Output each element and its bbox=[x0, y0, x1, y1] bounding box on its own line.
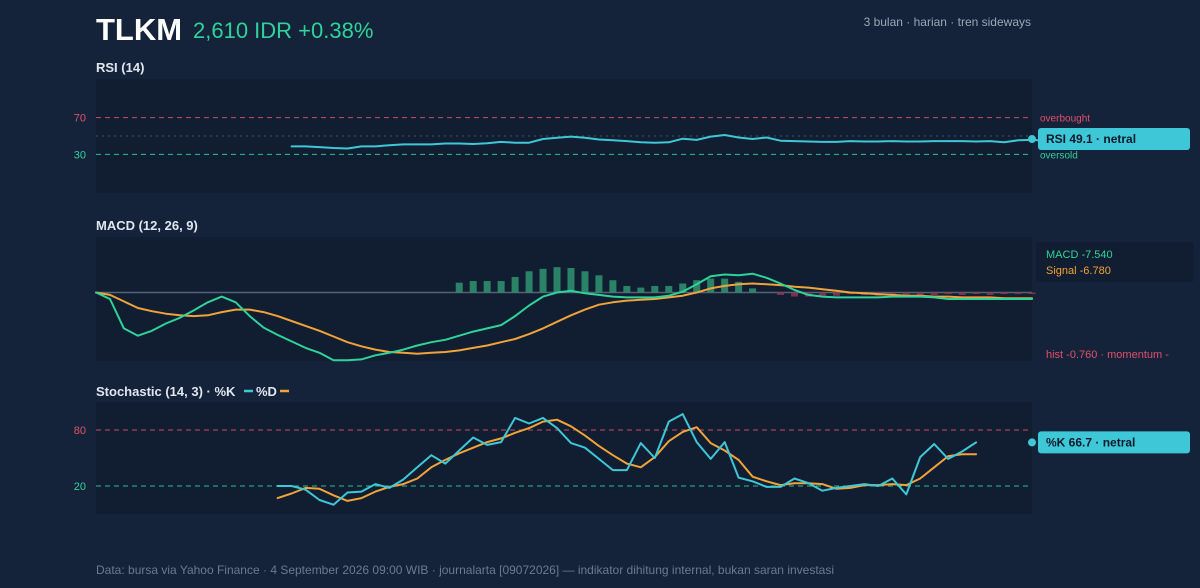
series-line-signal bbox=[95, 282, 1033, 355]
histogram-bar bbox=[665, 285, 673, 293]
histogram-bar bbox=[902, 292, 910, 295]
histogram-bar bbox=[483, 281, 491, 293]
histogram-bar bbox=[1028, 292, 1036, 295]
series-line-rsi bbox=[290, 134, 1075, 150]
y-tick-label: 20 bbox=[74, 481, 86, 493]
y-tick-label: 70 bbox=[74, 113, 86, 125]
hist-value-label: hist -0.760 · momentum - bbox=[1046, 349, 1169, 361]
histogram-bar bbox=[511, 276, 519, 293]
histogram-bar bbox=[623, 285, 631, 293]
histogram-bar bbox=[930, 292, 938, 295]
ticker-symbol: TLKM bbox=[96, 12, 182, 47]
reference-label: oversold bbox=[1040, 150, 1078, 161]
histogram-bar bbox=[777, 292, 785, 295]
histogram-bar bbox=[791, 292, 799, 297]
series-line-macd bbox=[95, 272, 1033, 362]
histogram-bar bbox=[679, 283, 687, 293]
price-change: 2,610 IDR +0.38% bbox=[193, 18, 373, 43]
histogram-bar bbox=[637, 287, 645, 293]
stochastic-title-text: Stochastic (14, 3) · %K bbox=[96, 384, 236, 399]
macd-panel bbox=[96, 237, 1032, 361]
value-badge-label: %K 66.7 · netral bbox=[1046, 435, 1135, 449]
histogram-bar bbox=[469, 281, 477, 293]
rsi-plot: overbought oversold 30 70 RSI 49.1 · netral bbox=[74, 113, 1190, 161]
macd-label-box bbox=[1036, 242, 1194, 282]
histogram-bar bbox=[1000, 292, 1008, 295]
stochastic-title: Stochastic (14, 3) · %K bbox=[96, 384, 236, 399]
histogram-bar bbox=[1014, 292, 1022, 295]
macd-value-label: MACD -7.540 bbox=[1046, 249, 1113, 261]
histogram-bar bbox=[958, 292, 966, 295]
histogram-bar bbox=[539, 268, 547, 293]
histogram-bar bbox=[455, 282, 463, 293]
histogram-bar bbox=[693, 280, 701, 293]
histogram-bar bbox=[525, 271, 533, 293]
series-line-k bbox=[276, 413, 978, 506]
histogram-bar bbox=[707, 278, 715, 293]
footer-source: Data: bursa via Yahoo Finance · 4 Septem… bbox=[96, 563, 834, 577]
histogram-bar bbox=[553, 267, 561, 293]
histogram-bar bbox=[497, 281, 505, 293]
reference-label: overbought bbox=[1040, 114, 1090, 125]
histogram-bar bbox=[916, 292, 924, 295]
histogram-bar bbox=[749, 288, 757, 293]
y-tick-label: 30 bbox=[74, 149, 86, 161]
histogram-bar bbox=[735, 281, 743, 293]
histogram-bar bbox=[986, 292, 994, 295]
histogram-bar bbox=[972, 292, 980, 295]
value-badge-label: RSI 49.1 · netral bbox=[1046, 132, 1136, 146]
macd-title: MACD (12, 26, 9) bbox=[96, 218, 198, 233]
value-badge bbox=[1038, 431, 1190, 454]
histogram-bar bbox=[581, 271, 589, 293]
stochastic-plot: 20 80 %K 66.7 · netral bbox=[74, 413, 1190, 506]
histogram-bar bbox=[567, 268, 575, 293]
histogram-bar bbox=[609, 280, 617, 293]
histogram-bar bbox=[651, 285, 659, 293]
last-value-dot bbox=[1028, 438, 1036, 447]
histogram-bar bbox=[832, 292, 840, 296]
y-tick-label: 80 bbox=[74, 425, 86, 437]
histogram-bar bbox=[595, 275, 603, 293]
histogram-bar bbox=[818, 292, 826, 296]
macd-plot bbox=[95, 267, 1036, 362]
rsi-title: RSI (14) bbox=[96, 60, 144, 75]
chart-meta: 3 bulan · harian · tren sideways bbox=[864, 15, 1031, 29]
stochastic-panel bbox=[96, 402, 1032, 514]
value-badge bbox=[1038, 128, 1190, 151]
signal-value-label: Signal -6.780 bbox=[1046, 265, 1111, 277]
last-value-dot bbox=[1028, 135, 1036, 144]
histogram-bar bbox=[944, 292, 952, 295]
legend-d-label: %D bbox=[256, 384, 277, 399]
